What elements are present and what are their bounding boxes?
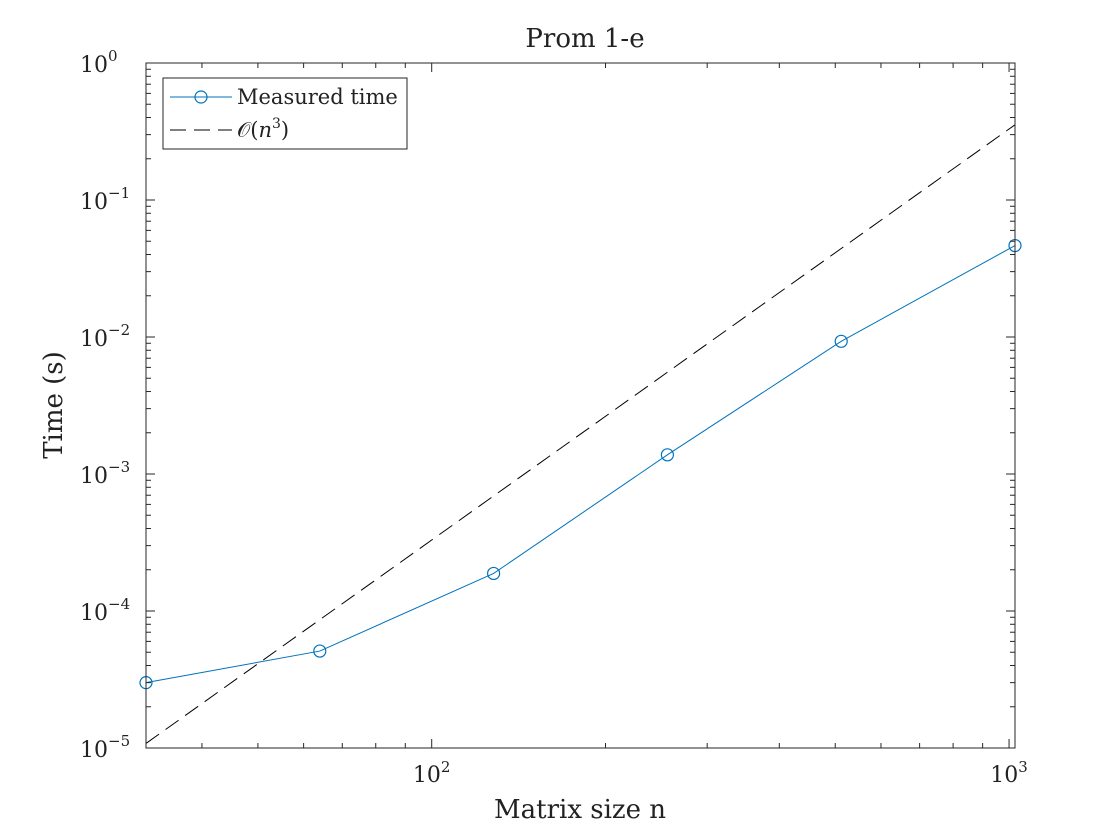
measured-time-point bbox=[487, 566, 501, 581]
measured-time-line bbox=[145, 245, 1016, 684]
measured-time-point bbox=[313, 644, 327, 658]
legend-exp: 3 bbox=[272, 116, 281, 132]
y-tick-label: 10−3 bbox=[80, 458, 130, 489]
legend-box bbox=[162, 77, 408, 150]
y-axis-label: Time (s) bbox=[39, 351, 69, 459]
reference-cubic-line bbox=[145, 124, 1016, 744]
x-axis-label: Matrix size n bbox=[494, 795, 666, 825]
y-tick-label: 10−4 bbox=[80, 595, 130, 626]
legend-measured-label: Measured time bbox=[237, 85, 398, 109]
plot-frame bbox=[145, 62, 1016, 749]
legend-script-o: 𝒪 bbox=[237, 118, 252, 142]
y-tick-label: 10−5 bbox=[80, 732, 130, 763]
y-tick-label: 10−1 bbox=[80, 184, 130, 215]
legend-open-paren: ( bbox=[250, 118, 258, 142]
legend-reference-label: 𝒪(n3) bbox=[237, 116, 289, 142]
measured-time-point bbox=[660, 448, 675, 462]
legend-measured-marker bbox=[194, 90, 208, 104]
legend-var: n bbox=[258, 118, 272, 142]
legend: Measured time 𝒪(n3) bbox=[162, 77, 408, 150]
x-ticks: 102 103 bbox=[201, 63, 1028, 788]
measured-time-point bbox=[834, 334, 848, 348]
y-tick-label: 100 bbox=[80, 47, 118, 78]
y-tick-label: 10−2 bbox=[80, 321, 130, 352]
chart-title: Prom 1-e bbox=[525, 24, 644, 54]
x-tick-label: 103 bbox=[990, 758, 1028, 788]
legend-close-paren: ) bbox=[281, 118, 289, 142]
x-tick-label: 102 bbox=[413, 758, 451, 788]
y-ticks: 100 10−1 10−2 10−3 10−4 10−5 bbox=[80, 47, 1015, 763]
